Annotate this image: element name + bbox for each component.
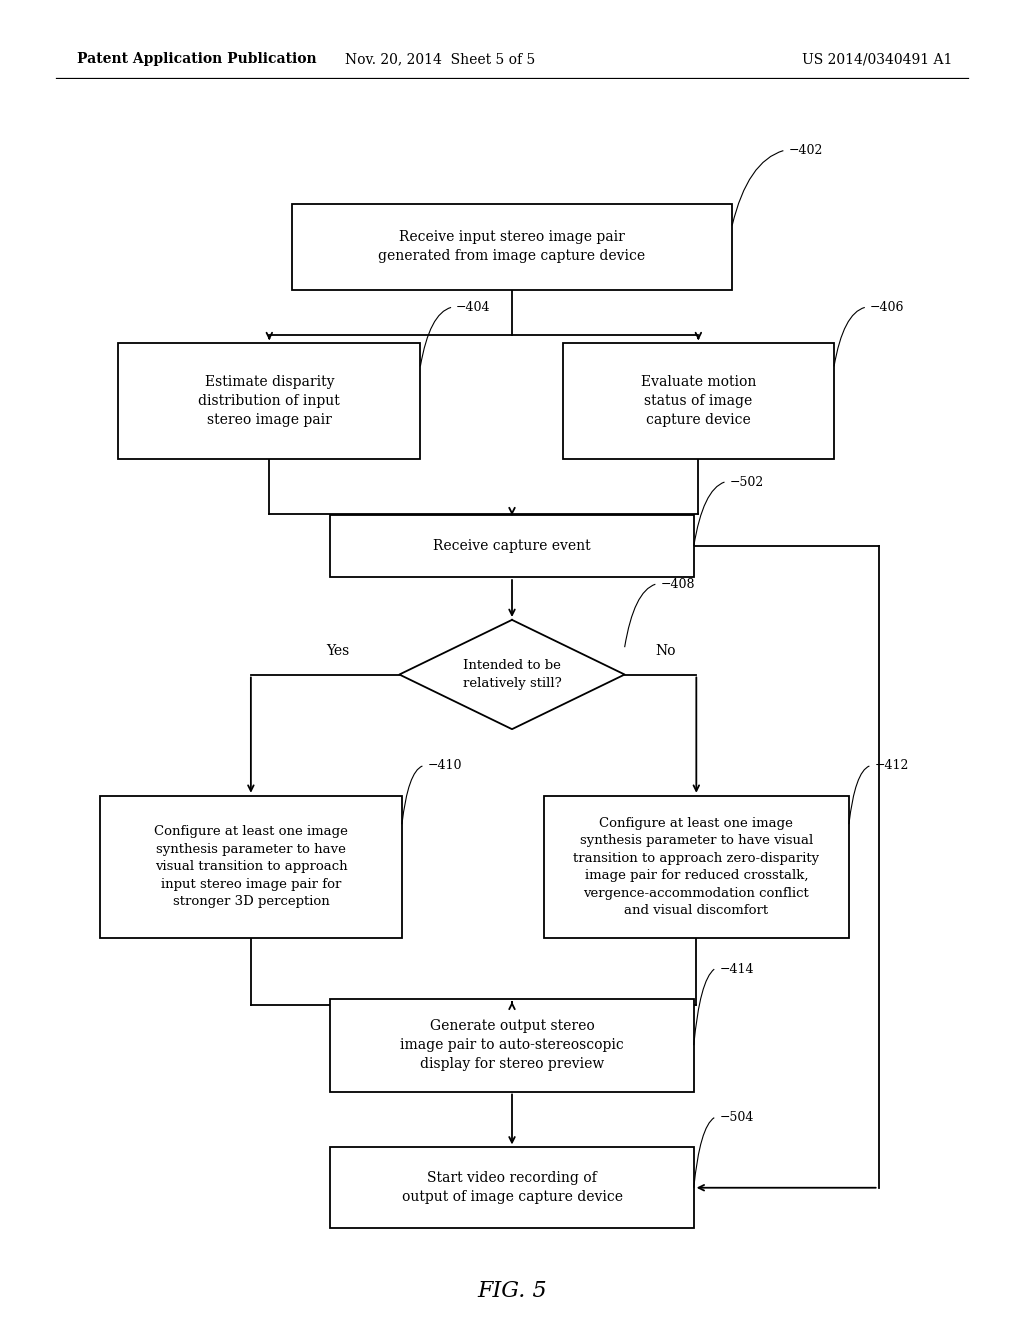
- Text: −406: −406: [870, 301, 904, 314]
- Text: Patent Application Publication: Patent Application Publication: [77, 53, 316, 66]
- Bar: [330, 999, 694, 1092]
- Text: −504: −504: [719, 1111, 754, 1125]
- Text: Yes: Yes: [327, 644, 349, 657]
- Text: US 2014/0340491 A1: US 2014/0340491 A1: [802, 53, 952, 66]
- Text: Configure at least one image
synthesis parameter to have visual
transition to ap: Configure at least one image synthesis p…: [573, 817, 819, 917]
- Text: −412: −412: [874, 759, 909, 772]
- Text: Generate output stereo
image pair to auto-stereoscopic
display for stereo previe: Generate output stereo image pair to aut…: [400, 1019, 624, 1071]
- Text: Receive input stereo image pair
generated from image capture device: Receive input stereo image pair generate…: [379, 231, 645, 263]
- Text: −414: −414: [719, 962, 754, 975]
- Bar: [100, 796, 401, 939]
- Text: −404: −404: [457, 301, 490, 314]
- Text: No: No: [655, 644, 676, 657]
- Text: −408: −408: [660, 578, 695, 591]
- Text: Estimate disparity
distribution of input
stereo image pair: Estimate disparity distribution of input…: [199, 375, 340, 428]
- Bar: [544, 796, 849, 939]
- Bar: [330, 515, 694, 577]
- Text: Evaluate motion
status of image
capture device: Evaluate motion status of image capture …: [641, 375, 756, 428]
- Bar: [292, 205, 732, 289]
- Text: −502: −502: [729, 475, 764, 488]
- Bar: [330, 1147, 694, 1228]
- Bar: [563, 343, 835, 459]
- Text: −402: −402: [788, 144, 823, 157]
- Text: −410: −410: [428, 759, 462, 772]
- Text: FIG. 5: FIG. 5: [477, 1280, 547, 1302]
- Text: Receive capture event: Receive capture event: [433, 539, 591, 553]
- Text: Intended to be
relatively still?: Intended to be relatively still?: [463, 659, 561, 690]
- Text: Start video recording of
output of image capture device: Start video recording of output of image…: [401, 1171, 623, 1204]
- Text: Configure at least one image
synthesis parameter to have
visual transition to ap: Configure at least one image synthesis p…: [154, 825, 348, 908]
- Text: Nov. 20, 2014  Sheet 5 of 5: Nov. 20, 2014 Sheet 5 of 5: [345, 53, 536, 66]
- Bar: [119, 343, 420, 459]
